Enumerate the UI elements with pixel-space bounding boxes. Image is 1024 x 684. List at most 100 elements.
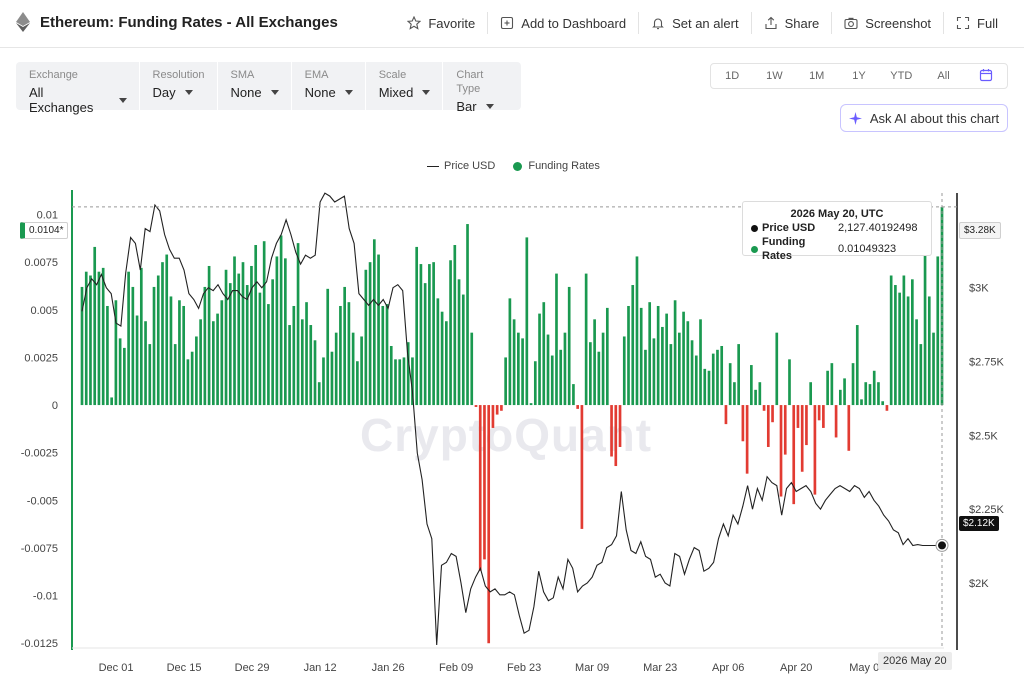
funding-rate-bar xyxy=(262,241,266,406)
funding-rate-bar xyxy=(627,305,630,406)
funding-rate-bar xyxy=(601,332,605,406)
funding-rate-bar xyxy=(580,405,584,529)
funding-rate-bar xyxy=(652,338,656,406)
legend-funding-label[interactable]: Funding Rates xyxy=(528,160,600,172)
funding-rate-bar xyxy=(186,359,190,406)
left-tick-label: -0.0075 xyxy=(21,543,58,555)
range-1w[interactable]: 1W xyxy=(766,70,783,82)
exchange-label: Exchange xyxy=(29,69,78,81)
resolution-select[interactable]: Resolution Day xyxy=(138,62,217,110)
range-1m[interactable]: 1M xyxy=(809,70,825,82)
chevron-down-icon xyxy=(485,104,494,109)
funding-rate-bar xyxy=(165,254,169,406)
funding-rate-bar xyxy=(402,357,406,406)
price-point-marker xyxy=(938,541,946,550)
sparkle-icon xyxy=(848,111,862,125)
x-tick-label: Mar 23 xyxy=(643,662,677,674)
funding-rate-bar xyxy=(766,405,770,447)
fullscreen-button[interactable]: Full xyxy=(943,12,1010,34)
set-alert-button[interactable]: Set an alert xyxy=(638,12,751,34)
range-selector: 1D 1W 1M 1Y YTD All xyxy=(710,63,1008,89)
x-tick-label: Apr 20 xyxy=(780,662,812,674)
range-1y[interactable]: 1Y xyxy=(852,70,866,82)
funding-rate-bar xyxy=(364,269,368,406)
funding-rate-bar xyxy=(195,336,198,406)
funding-rate-bar xyxy=(690,340,694,406)
star-icon xyxy=(407,16,422,30)
resolution-label: Resolution xyxy=(152,69,205,81)
right-tick-label: $2.5K xyxy=(969,430,998,442)
funding-rate-bar xyxy=(258,292,262,406)
funding-rate-bar xyxy=(555,273,558,406)
calendar-button[interactable] xyxy=(965,68,1007,85)
right-price-badge: $2.12K xyxy=(959,516,999,531)
funding-rate-bar xyxy=(118,338,122,406)
chart-svg: 0.01 0.0075 0.005 0.0025 0 -0.0025 -0.005 -0.00… xyxy=(21,190,1005,674)
funding-rate-bar xyxy=(423,283,427,406)
screenshot-button[interactable]: Screenshot xyxy=(831,12,943,34)
funding-rate-bar xyxy=(394,359,397,406)
funding-rate-bar xyxy=(127,271,130,406)
funding-rate-bar xyxy=(855,325,859,406)
range-1d[interactable]: 1D xyxy=(725,70,740,82)
funding-rate-bar xyxy=(529,403,533,406)
funding-rate-bar xyxy=(788,359,791,406)
funding-rate-bar xyxy=(559,349,563,406)
funding-rate-bar xyxy=(813,405,817,495)
funding-rate-bar xyxy=(449,260,452,406)
funding-rate-bar xyxy=(572,384,575,406)
funding-rate-bar xyxy=(779,405,783,497)
funding-rate-bar xyxy=(830,363,834,406)
tooltip-price-name: Price USD xyxy=(762,222,816,234)
funding-rate-bar xyxy=(84,271,88,406)
ema-value: None xyxy=(304,85,336,100)
sma-select[interactable]: SMA None xyxy=(216,62,291,110)
tooltip-funding-name: Funding Rates xyxy=(762,236,806,262)
chart-type-label: Chart Type xyxy=(456,69,484,95)
funding-rate-bar xyxy=(792,405,796,505)
funding-rate-bar xyxy=(368,262,372,406)
funding-rate-bar xyxy=(589,342,592,406)
funding-rate-bar xyxy=(284,258,287,406)
funding-rate-bar xyxy=(377,254,380,406)
add-to-dashboard-button[interactable]: Add to Dashboard xyxy=(487,12,638,34)
funding-rate-bar xyxy=(851,363,855,406)
funding-rate-bar xyxy=(279,235,283,406)
funding-rate-bar xyxy=(144,321,147,406)
funding-rate-bar xyxy=(584,273,588,406)
scale-select[interactable]: Scale Mixed xyxy=(364,62,443,110)
legend-price-label[interactable]: Price USD xyxy=(444,160,496,172)
funding-rate-bar xyxy=(775,332,779,406)
funding-rate-bar xyxy=(211,321,215,406)
range-ytd[interactable]: YTD xyxy=(890,70,913,82)
x-tick-label: Feb 09 xyxy=(439,662,473,674)
favorite-button[interactable]: Favorite xyxy=(395,12,487,34)
chevron-down-icon xyxy=(270,90,279,95)
funding-rate-bar xyxy=(347,302,351,406)
right-tick-label: $3K xyxy=(969,283,989,295)
funding-rate-bar xyxy=(864,382,868,406)
funding-rate-bar xyxy=(326,288,330,406)
funding-rate-bar xyxy=(275,256,279,406)
funding-rate-bar xyxy=(436,298,440,406)
funding-rate-bar xyxy=(419,264,423,406)
funding-rate-bar xyxy=(432,262,435,406)
add-to-dashboard-label: Add to Dashboard xyxy=(521,15,627,31)
chart-type-select[interactable]: Chart Type Bar xyxy=(442,62,521,114)
ask-ai-button[interactable]: Ask AI about this chart xyxy=(840,104,1008,132)
share-label: Share xyxy=(784,15,820,31)
left-tick-label: 0.0075 xyxy=(24,257,58,269)
x-tick-label: Apr 06 xyxy=(712,662,744,674)
funding-rate-bar xyxy=(927,296,931,406)
range-all[interactable]: All xyxy=(937,70,950,82)
funding-rate-bar xyxy=(97,271,101,406)
funding-rate-bar xyxy=(860,399,863,406)
header-actions: Favorite Add to Dashboard Set an alert S… xyxy=(395,12,1010,34)
funding-rate-bar xyxy=(635,256,639,406)
chart-type-value: Bar xyxy=(456,99,477,114)
share-button[interactable]: Share xyxy=(750,12,832,34)
funding-rate-bar xyxy=(872,370,876,406)
left-tick-label: 0 xyxy=(52,400,58,412)
exchange-select[interactable]: Exchange All Exchanges xyxy=(16,62,139,115)
ema-select[interactable]: EMA None xyxy=(290,62,365,110)
